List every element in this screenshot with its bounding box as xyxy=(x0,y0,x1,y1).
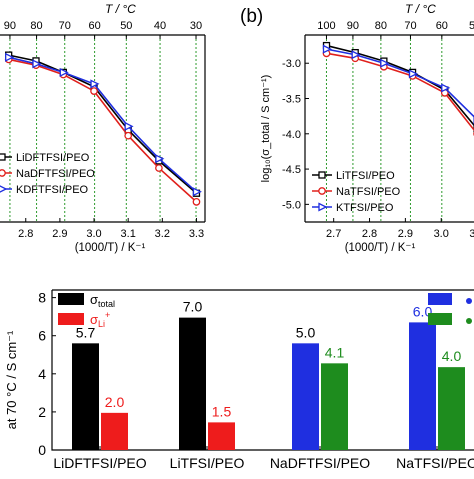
series-line-2 xyxy=(327,49,474,144)
x-tick-label: 3.2 xyxy=(155,228,170,240)
bar-y-tick-label: 4 xyxy=(38,366,46,382)
bar-value-label: 5.0 xyxy=(296,324,316,340)
bar-value-label: 4.0 xyxy=(442,348,462,364)
bar-5 xyxy=(321,363,348,450)
top-tick-label: 40 xyxy=(154,20,166,32)
series-group xyxy=(323,43,474,169)
y-tick-label: -5.0 xyxy=(282,199,301,211)
legend-subscript: total xyxy=(98,299,115,309)
legend-symbol: σ xyxy=(90,312,98,327)
x-tick-label: 2.8 xyxy=(18,228,33,240)
data-point xyxy=(193,199,199,205)
panel-c-bar-chart: 0 2 4 6 8 at 70 °C / S cm⁻¹ LiDFTFSI/PEO LiTFSI… xyxy=(4,290,474,471)
x-tick-label: 3.1 xyxy=(469,228,474,240)
legend-label: NaTFSI/PEO xyxy=(336,186,401,198)
legend-symbol: σ xyxy=(90,292,98,307)
x-tick-label: 2.9 xyxy=(52,228,67,240)
x-tick-label: 3.1 xyxy=(121,228,136,240)
bar-value-label: 1.5 xyxy=(212,403,232,419)
panel-b-label: (b) xyxy=(240,6,263,27)
y-tick-label: -4.0 xyxy=(282,129,301,141)
legend-subscript: Li xyxy=(98,319,105,329)
bar-6 xyxy=(409,322,436,450)
bar-4 xyxy=(292,343,319,450)
top-tick-label: 90 xyxy=(4,20,16,32)
x-axis-label: (1000/T) / K⁻¹ xyxy=(345,242,416,254)
legend-label: LiDFTFSI/PEO xyxy=(16,152,90,164)
legend-marker-2 xyxy=(0,186,6,193)
top-axis-label: T / °C xyxy=(105,2,136,16)
bar-category-label: LiDFTFSI/PEO xyxy=(53,455,146,471)
legend-label: NaDFTFSI/PEO xyxy=(16,168,95,180)
bar-value-label: 7.0 xyxy=(183,299,203,315)
legend-label: KTFSI/PEO xyxy=(336,202,394,214)
bar-value-label: 4.1 xyxy=(325,344,345,360)
bar-legend-swatch-0 xyxy=(58,293,84,305)
top-tick-label: 80 xyxy=(375,20,387,32)
bar-y-tick-label: 6 xyxy=(38,328,46,344)
bar-y-tick-label: 2 xyxy=(38,404,46,420)
bar-category-label: NaTFSI/PEO xyxy=(396,455,474,471)
legend-marker-1 xyxy=(319,188,325,194)
bar-7 xyxy=(438,367,465,450)
top-axis-label: T / °C xyxy=(405,2,436,16)
bar-y-axis-label: at 70 °C / S cm⁻¹ xyxy=(4,330,19,429)
bar-0 xyxy=(72,343,99,450)
bar-legend-swatch-1 xyxy=(58,313,84,325)
bar-legend-right-swatch-1 xyxy=(428,313,452,325)
legend-label: KDFTFSI/PEO xyxy=(16,184,89,196)
legend-marker-2 xyxy=(319,204,326,211)
bar-category-label: NaDFTFSI/PEO xyxy=(270,455,370,471)
top-tick-label: 70 xyxy=(59,20,71,32)
y-tick-label: -4.5 xyxy=(282,164,301,176)
top-tick-label: 50 xyxy=(120,20,132,32)
bar-legend-right-symbol-0 xyxy=(466,298,472,304)
bar-legend-right-swatch-0 xyxy=(428,293,452,305)
x-tick-label: 2.9 xyxy=(398,228,413,240)
x-axis-label: (1000/T) / K⁻¹ xyxy=(75,242,146,254)
x-tick-label: 3.0 xyxy=(86,228,101,240)
top-tick-label: 80 xyxy=(30,20,42,32)
legend-superscript: + xyxy=(105,310,110,320)
bar-1 xyxy=(101,413,128,450)
bar-y-tick-label: 8 xyxy=(38,290,46,306)
x-tick-label: 2.7 xyxy=(326,228,341,240)
x-tick-label: 3.0 xyxy=(434,228,449,240)
y-tick-label: -3.0 xyxy=(282,58,301,70)
x-tick-label: 3.3 xyxy=(189,228,204,240)
legend-marker-1 xyxy=(0,170,5,176)
bar-y-tick-label: 0 xyxy=(38,442,46,458)
bar-value-label: 2.0 xyxy=(105,394,125,410)
data-point xyxy=(91,88,97,94)
bar-category-label: LiTFSI/PEO xyxy=(170,455,245,471)
y-tick-label: -3.5 xyxy=(282,94,301,106)
top-tick-label: 60 xyxy=(436,20,448,32)
bar-legend-right-symbol-1 xyxy=(466,318,472,324)
top-tick-label: 100 xyxy=(317,20,335,32)
bar-3 xyxy=(208,422,235,450)
top-tick-label: 60 xyxy=(88,20,100,32)
bar-2 xyxy=(179,318,206,450)
series-line-1 xyxy=(327,53,474,165)
series-line-0 xyxy=(327,46,474,164)
legend-marker-0 xyxy=(319,172,325,178)
x-tick-label: 2.8 xyxy=(362,228,377,240)
bar-legend-label-0: σtotal xyxy=(90,292,115,309)
y-axis-label: log₁₀(σ_total / S cm⁻¹) xyxy=(260,75,272,183)
top-tick-label: 70 xyxy=(404,20,416,32)
legend-label: LiTFSI/PEO xyxy=(336,170,395,182)
data-point xyxy=(156,165,162,171)
top-tick-label: 90 xyxy=(347,20,359,32)
top-tick-label: 50 xyxy=(469,20,474,32)
series-group xyxy=(5,52,200,205)
data-point xyxy=(125,132,131,138)
bar-legend-label-1: σLi+ xyxy=(90,310,110,329)
top-tick-label: 30 xyxy=(190,20,202,32)
panel-b-line-chart: (b) 100 90 80 70 60 50 T / °C 2.7 2.8 2.9 3.0 3.1 (1… xyxy=(240,2,474,254)
legend-marker-0 xyxy=(0,154,5,160)
